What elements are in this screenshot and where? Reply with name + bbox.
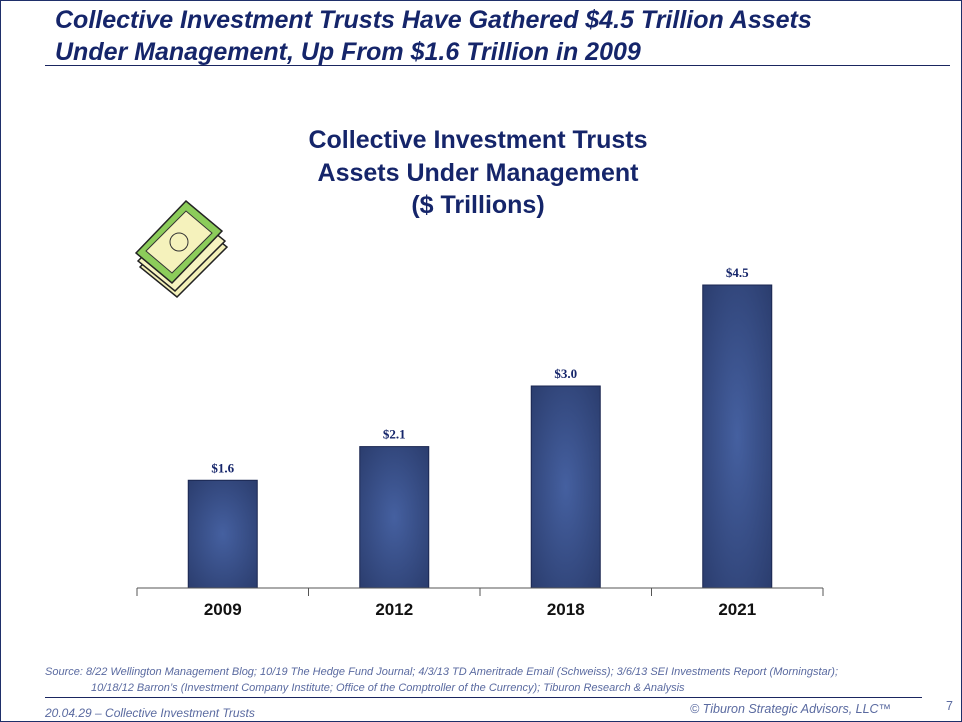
source-line2: 10/18/12 Barron’s (Investment Company In… <box>91 682 685 694</box>
x-tick-label: 2009 <box>204 600 242 619</box>
slide-title: Collective Investment Trusts Have Gather… <box>55 4 812 68</box>
chart-title: Collective Investment Trusts Assets Unde… <box>278 124 678 222</box>
chart-title-line: Collective Investment Trusts <box>308 126 648 154</box>
bar-2021 <box>702 284 773 589</box>
footer-divider <box>45 697 922 698</box>
data-label: $3.0 <box>554 366 577 381</box>
footer-copyright: © Tiburon Strategic Advisors, LLC™ <box>690 702 892 716</box>
data-label: $1.6 <box>211 460 234 475</box>
data-label: $2.1 <box>383 427 406 442</box>
x-tick-label: 2018 <box>547 600 585 619</box>
slide-title-line2: Under Management, Up From $1.6 Trillion … <box>55 38 641 66</box>
source-line1: Source: 8/22 Wellington Management Blog;… <box>45 666 838 678</box>
bar-2018 <box>530 385 601 589</box>
x-tick-label: 2021 <box>718 600 756 619</box>
footer-date-title: 20.04.29 – Collective Investment Trusts <box>45 706 255 720</box>
bar-2012 <box>359 446 430 589</box>
source-note: Source: 8/22 Wellington Management Blog;… <box>45 664 838 696</box>
page-number: 7 <box>946 699 953 713</box>
bar-2009 <box>187 479 258 589</box>
title-divider <box>45 65 950 66</box>
slide-title-line1: Collective Investment Trusts Have Gather… <box>55 6 812 34</box>
chart-title-line: Assets Under Management <box>317 158 639 187</box>
x-tick-label: 2012 <box>375 600 413 619</box>
data-label: $4.5 <box>726 265 749 280</box>
chart-title-line: ($ Trillions) <box>411 191 545 219</box>
money-stack-icon <box>134 199 229 299</box>
